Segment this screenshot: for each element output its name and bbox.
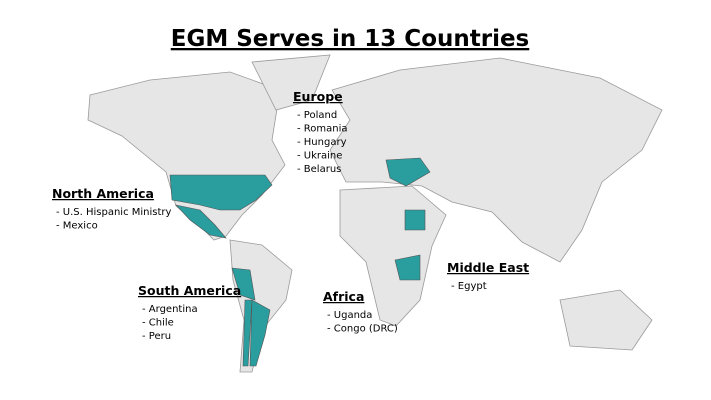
- peru: [231, 267, 256, 301]
- country-item: - Egypt: [451, 281, 487, 292]
- country-item: - Ukraine: [297, 151, 342, 162]
- country-item: - Argentina: [142, 304, 198, 315]
- region-heading: North America: [52, 186, 154, 201]
- country-item: - Congo (DRC): [327, 324, 398, 335]
- australia: [559, 289, 653, 351]
- country-item: - U.S. Hispanic Ministry: [56, 207, 172, 218]
- country-item: - Peru: [142, 331, 171, 342]
- congo-uganda: [394, 254, 421, 281]
- country-item: - Uganda: [327, 310, 372, 321]
- country-item: - Poland: [297, 110, 337, 121]
- country-item: - Mexico: [56, 221, 98, 232]
- region-labels: Europe - Poland - Romania - Hungary - Ukrain…: [52, 89, 529, 342]
- greenland: [251, 54, 331, 111]
- region-heading: South America: [138, 283, 241, 298]
- page-title: EGM Serves in 13 Countries: [171, 26, 530, 52]
- chile: [242, 299, 253, 367]
- region-heading: Middle East: [447, 260, 529, 275]
- eastern-europe: [385, 157, 431, 187]
- eurasia: [329, 57, 663, 263]
- argentina: [249, 299, 271, 367]
- egypt: [404, 209, 426, 231]
- country-item: - Hungary: [297, 137, 347, 148]
- region-heading: Europe: [293, 89, 343, 104]
- africa: [339, 185, 447, 327]
- country-item: - Belarus: [297, 164, 341, 175]
- country-item: - Chile: [142, 318, 174, 329]
- region-heading: Africa: [323, 289, 364, 304]
- usa: [169, 174, 273, 211]
- mexico: [175, 204, 227, 239]
- world-map: [87, 54, 663, 373]
- country-item: - Romania: [297, 124, 348, 135]
